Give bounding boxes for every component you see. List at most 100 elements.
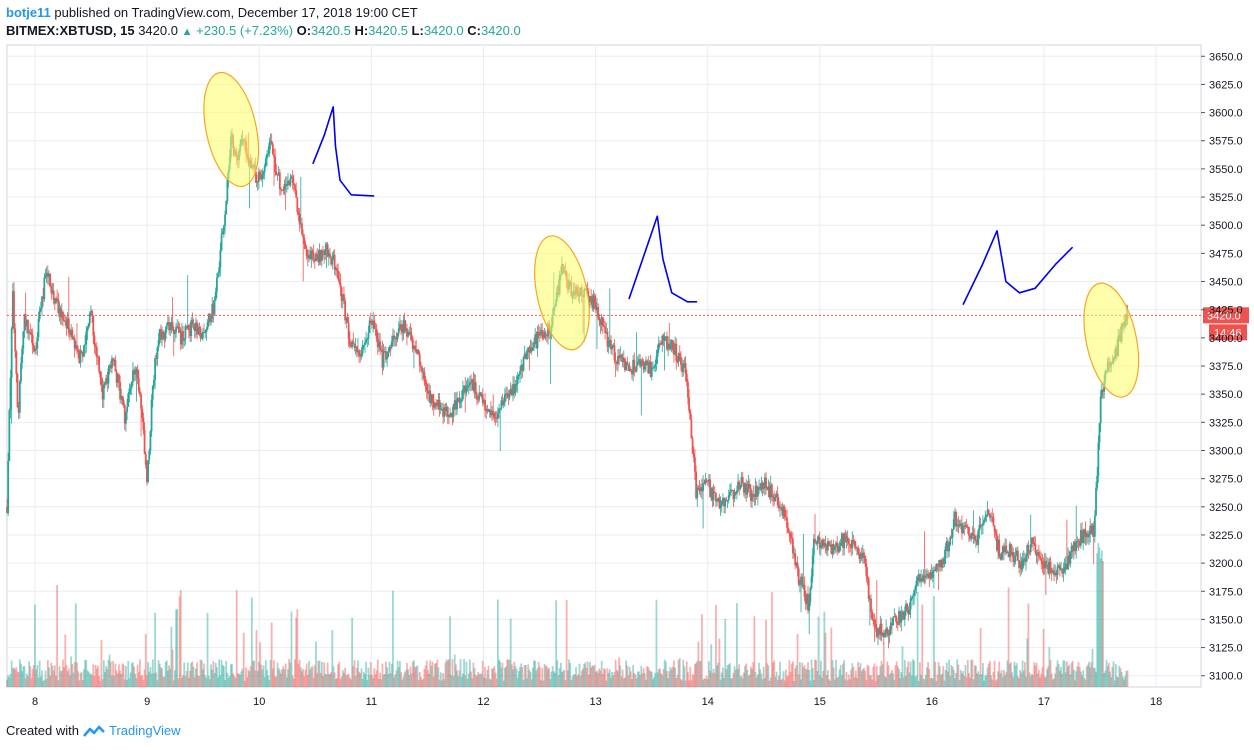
volume-bar [214,662,217,687]
candle-body [819,547,822,549]
candle-body [9,377,12,411]
volume-bar [878,674,881,687]
volume-bar [291,675,294,687]
tradingview-brand[interactable]: TradingView [108,723,181,738]
candle-body [737,481,739,491]
volume-bar [688,680,690,687]
volume-bar [1075,671,1078,687]
candle-body [7,460,10,514]
candle-body [794,553,797,566]
volume-bar [719,679,722,687]
candle-body [652,367,654,369]
candle-body [662,335,665,341]
candle-body [791,538,794,554]
y-tick-label: 3425.0 [1209,305,1243,317]
candle-body [657,343,660,350]
x-tick-label: 15 [814,696,826,708]
volume-bar [902,677,905,687]
candle-body [837,546,840,552]
author-link[interactable]: botje11 [6,5,51,20]
candle-body [17,407,20,413]
volume-bar [594,671,597,687]
candle-body [211,303,214,319]
price-chart[interactable]: 3420.014:46 3100.03125.03150.03175.03200… [0,42,1254,710]
volume-bar [512,669,514,687]
candle-body [404,328,407,331]
volume-bar [823,611,826,687]
candle-body [1081,530,1083,543]
candle-body [931,571,934,578]
candle-body [605,331,608,333]
volume-bar [680,679,682,687]
candle-body [996,534,998,551]
volume-bar [713,672,716,687]
candle-body [128,388,131,394]
volume-bar [494,672,497,687]
candle-body [394,337,397,340]
volume-bar [24,678,27,687]
volume-bar [133,666,135,687]
candle-body [277,172,280,175]
volume-bar [158,663,161,687]
candle-body [156,347,159,359]
candle-body [364,342,366,345]
candle-body [656,349,659,357]
volume-bar [1056,660,1059,687]
candle-body [1057,565,1060,567]
candle-body [888,630,891,635]
candle-body [210,318,212,323]
volume-bar [905,676,907,687]
volume-bar [751,668,753,687]
candle-body [431,394,434,402]
volume-bar [561,671,563,687]
volume-bar [971,659,974,687]
volume-bar [1030,673,1033,687]
volume-bar [762,666,765,687]
volume-bar [147,662,149,687]
published-text: published on TradingView.com, December 1… [54,5,418,20]
volume-bar [9,674,12,687]
candle-body [452,403,455,417]
volume-bar [1104,670,1107,687]
candle-body [867,578,870,599]
volume-bar [281,669,284,687]
volume-bar [741,678,744,687]
volume-bar [311,666,314,687]
candle-body [850,546,853,549]
candle-body [767,485,770,490]
candle-body [192,323,195,325]
candle-body [973,534,976,541]
candle-body [773,498,776,502]
candle-body [73,338,76,349]
volume-bar [298,659,301,687]
candle-body [475,394,478,400]
volume-bar [277,668,280,687]
candle-body [479,392,482,397]
candle-body [358,350,361,356]
candle-body [1056,566,1059,576]
candle-body [859,553,862,560]
volume-bar [1065,661,1068,687]
volume-bar [126,679,128,687]
volume-bar [589,662,591,687]
volume-bar [316,673,319,687]
volume-bar [134,673,137,687]
y-tick-label: 3225.0 [1209,530,1243,542]
volume-bar [1060,667,1062,687]
time-axis[interactable]: 8 9 10 11 12 13 14 15 16 17 18 [32,696,1162,708]
volume-bar [608,669,611,687]
candle-body [173,332,176,334]
volume-bar [1018,678,1020,687]
candle-body [282,189,285,191]
price-change: +230.5 (+7.23%) [196,23,293,38]
volume-bar [1000,670,1003,687]
volume-bar [829,680,832,687]
price-axis[interactable]: 3100.03125.03150.03175.03200.03225.03250… [1201,51,1243,683]
volume-bar [388,661,391,687]
volume-bar [627,675,630,687]
volume-bar [20,663,22,687]
volume-bar [238,674,240,687]
volume-bar [359,673,362,687]
volume-bar [881,664,884,687]
candle-body [797,568,800,585]
